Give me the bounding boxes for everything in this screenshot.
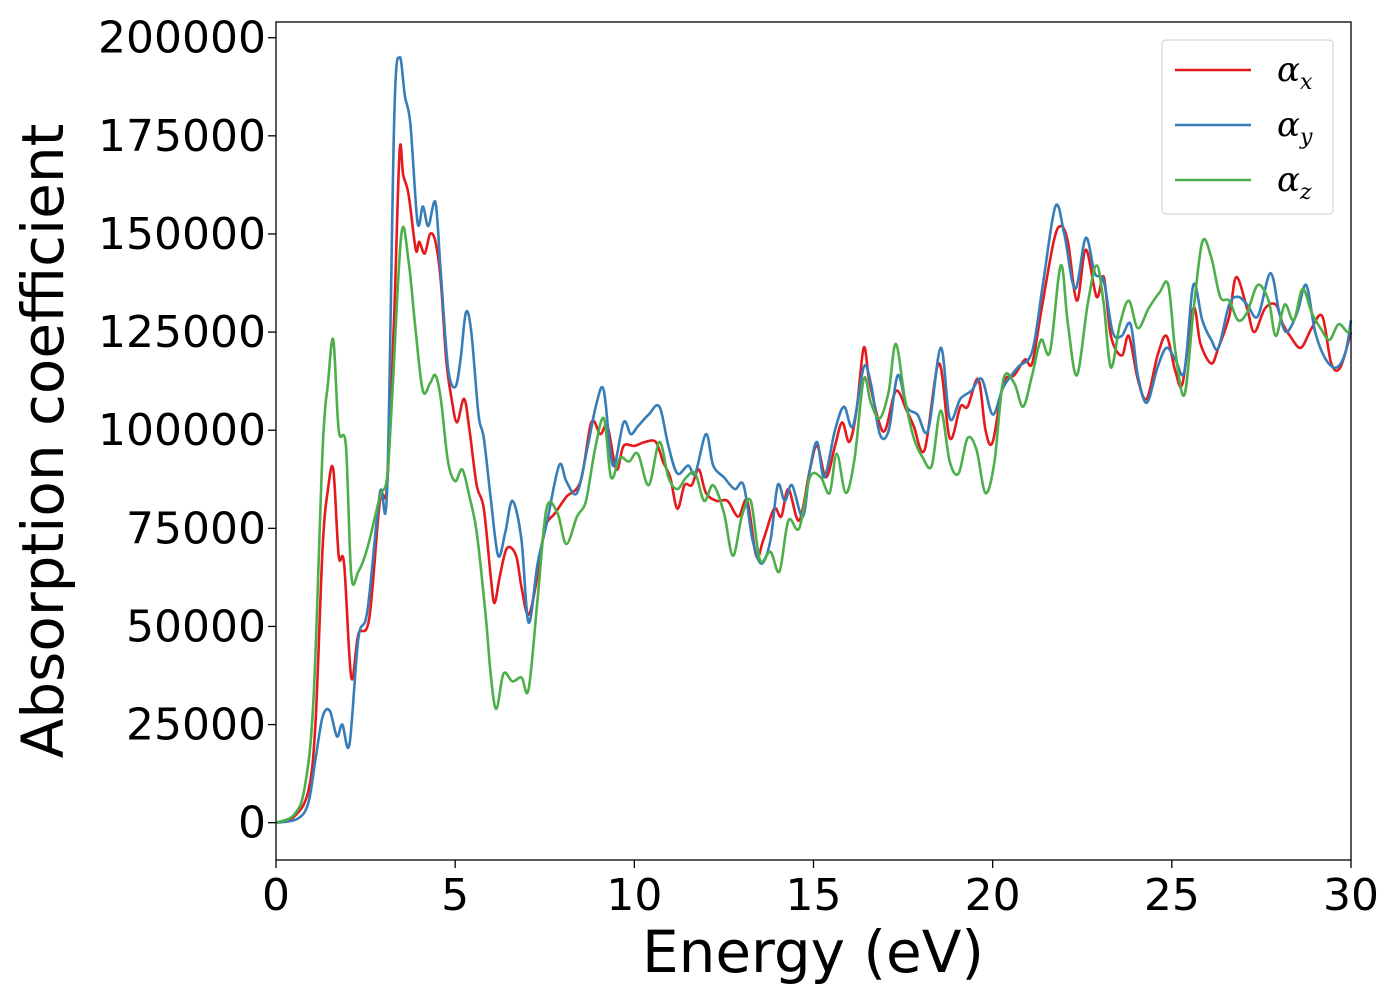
x-tick-label: 30 [1323,870,1379,921]
legend-label-x: αx [1277,50,1313,95]
x-tick-label: 15 [786,870,842,921]
series-layer [275,55,1353,824]
x-tick-label: 0 [262,870,290,921]
y-tick-label: 25000 [126,700,266,751]
y-tick-label: 0 [238,798,266,849]
y-tick-label: 100000 [98,405,266,456]
series-line-y [275,55,1353,824]
y-axis-title: Absorption coefficient [9,124,77,759]
legend-box [1161,39,1334,215]
legend-label-y: αy [1277,105,1313,150]
legend: αx αy αz [1161,39,1334,215]
y-tick-label: 125000 [98,307,266,358]
x-tick-label: 10 [606,870,662,921]
x-axis: 0 5 10 15 20 25 30 [262,860,1379,921]
x-tick-label: 25 [1144,870,1200,921]
y-tick-label: 150000 [98,209,266,260]
legend-label-z: αz [1277,160,1312,205]
y-tick-label: 175000 [98,111,266,162]
series-line-z [275,225,1353,824]
y-axis: 0 25000 50000 75000 100000 125000 150000 175000… [98,13,276,849]
y-tick-label: 200000 [98,13,266,64]
y-tick-label: 50000 [126,601,266,652]
x-tick-label: 5 [441,870,469,921]
series-line-x [275,143,1353,824]
y-tick-label: 75000 [126,503,266,554]
x-axis-title: Energy (eV) [642,918,984,986]
x-tick-label: 20 [965,870,1021,921]
